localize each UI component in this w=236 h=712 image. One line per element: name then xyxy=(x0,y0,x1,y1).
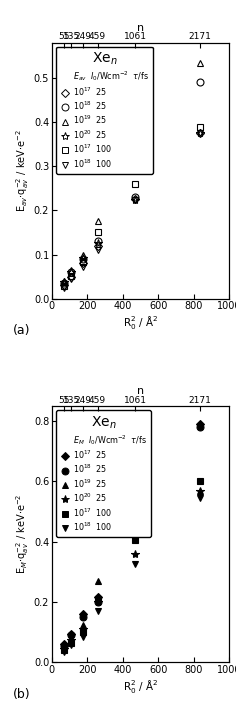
X-axis label: n: n xyxy=(137,23,144,33)
Legend: $E_M$  $I_0$/Wcm$^{-2}$  $\tau$/fs, $10^{17}$  25, $10^{18}$  25, $10^{19}$  25,: $E_M$ $I_0$/Wcm$^{-2}$ $\tau$/fs, $10^{1… xyxy=(56,410,151,537)
Y-axis label: E$_{av}$$\cdot$q$_{av}^{-2}$ / keV$\cdot$e$^{-2}$: E$_{av}$$\cdot$q$_{av}^{-2}$ / keV$\cdot… xyxy=(14,130,31,212)
X-axis label: n: n xyxy=(137,387,144,397)
X-axis label: R$_0^2$ / Å$^2$: R$_0^2$ / Å$^2$ xyxy=(123,678,158,695)
Legend: $E_{av}$  $I_0$/Wcm$^{-2}$  $\tau$/fs, $10^{17}$  25, $10^{18}$  25, $10^{19}$  : $E_{av}$ $I_0$/Wcm$^{-2}$ $\tau$/fs, $10… xyxy=(56,47,153,174)
X-axis label: R$_0^2$ / Å$^2$: R$_0^2$ / Å$^2$ xyxy=(123,314,158,331)
Y-axis label: E$_M$$\cdot$q$_{av}^{-2}$ / keV$\cdot$e$^{-2}$: E$_M$$\cdot$q$_{av}^{-2}$ / keV$\cdot$e$… xyxy=(14,494,31,575)
Text: (b): (b) xyxy=(13,688,31,701)
Text: (a): (a) xyxy=(13,324,30,337)
